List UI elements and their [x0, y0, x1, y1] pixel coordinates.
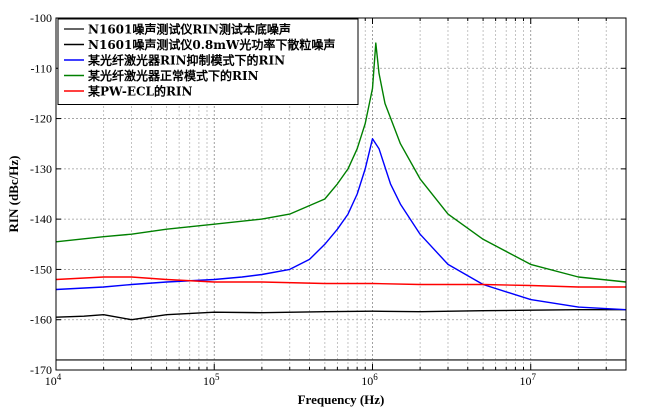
y-tick-label: -150	[30, 262, 52, 276]
x-axis-title: Frequency (Hz)	[298, 392, 385, 407]
legend-label: N1601噪声测试仪0.8mW光功率下散粒噪声	[88, 37, 335, 52]
y-tick-label: -170	[30, 363, 52, 377]
legend-label: 某光纤激光器RIN抑制模式下的RIN	[88, 53, 285, 68]
y-tick-label: -110	[30, 61, 52, 75]
x-tick-label: 106	[361, 372, 378, 388]
series-line-4	[55, 276, 626, 288]
plot-frame	[55, 17, 627, 371]
x-tick-label: 105	[203, 372, 220, 388]
x-tick-exponent: 5	[215, 372, 220, 382]
legend-box	[57, 18, 359, 105]
legend: N1601噪声测试仪RIN测试本底噪声N1601噪声测试仪0.8mW光功率下散粒…	[57, 18, 359, 105]
y-tick-label: -130	[30, 162, 52, 176]
legend-label: N1601噪声测试仪RIN测试本底噪声	[88, 22, 291, 37]
y-tick-label: -160	[30, 313, 52, 327]
x-tick-exponent: 4	[57, 372, 62, 382]
y-tick-label: -140	[30, 212, 52, 226]
x-tick-exponent: 6	[373, 372, 378, 382]
series-line-3	[55, 42, 627, 283]
x-tick-base: 10	[361, 374, 373, 388]
y-axis-title: RIN (dBc/Hz)	[6, 156, 21, 233]
series-layer	[55, 42, 627, 361]
series-line-2	[55, 137, 627, 311]
y-tick-label: -120	[30, 112, 52, 126]
y-tick-label: -100	[30, 11, 52, 25]
legend-label: 某PW-ECL的RIN	[88, 84, 193, 99]
legend-label: 某光纤激光器正常模式下的RIN	[88, 68, 259, 83]
x-tick-label: 107	[519, 372, 536, 388]
x-tick-base: 10	[203, 374, 215, 388]
x-tick-exponent: 7	[531, 372, 536, 382]
x-tick-label: 104	[45, 372, 62, 388]
x-tick-base: 10	[519, 374, 531, 388]
series-line-1	[55, 309, 626, 321]
x-tick-base: 10	[45, 374, 57, 388]
